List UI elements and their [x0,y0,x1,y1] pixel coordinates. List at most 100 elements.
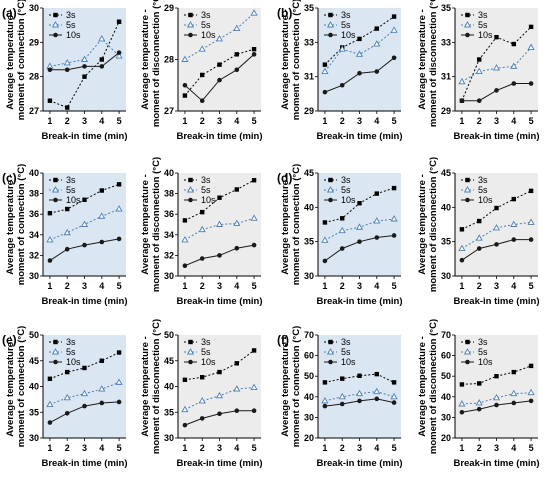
data-point-3s [322,220,328,225]
y-axis-label-line1: Average temperature - [140,9,151,110]
data-point-3s [459,382,465,387]
legend-marker-10s [53,359,58,365]
legend-marker-5s [326,21,335,28]
x-tick-label: 2 [477,281,482,291]
data-point-10s [99,64,105,69]
data-point-5s [215,391,224,399]
y-tick-label: 45 [304,168,314,178]
data-point-10s [47,258,53,263]
legend-marker-5s [326,348,335,355]
y-tick-label: 32 [29,250,39,260]
x-tick-label: 5 [117,281,122,291]
y-tick-label: 30 [29,433,39,443]
data-point-3s [528,24,534,30]
panel-label: (b) [277,6,292,20]
data-point-5s [198,225,206,233]
data-point-5s [80,220,89,227]
legend-label-5s: 5s [66,20,76,30]
data-point-3s [251,47,257,52]
data-point-3s [322,380,328,385]
legend-label-3s: 3s [478,175,488,185]
legend-label-10s: 10s [341,195,356,205]
data-point-10s [82,403,87,409]
y-axis-label-line1: Average temperature - [5,336,16,437]
data-point-3s [217,62,222,67]
data-point-5s [198,396,206,404]
y-tick-label: 30 [441,271,451,281]
legend-marker-3s [53,177,58,183]
data-point-5s [115,205,123,212]
x-tick-label: 5 [117,443,122,453]
data-point-3s [200,375,205,380]
x-tick-label: 4 [234,116,239,126]
y-axis-label-line2: moment of disconnection (°C) [428,0,439,127]
y-tick-label: 33 [441,37,451,47]
x-tick-label: 4 [374,281,379,291]
legend-label-10s: 10s [478,195,493,205]
x-tick-label: 1 [47,281,52,291]
x-tick-label: 3 [217,443,222,453]
data-point-5s [321,236,329,243]
data-point-10s [234,408,240,414]
x-tick-label: 5 [392,443,397,453]
y-tick-label: 29 [441,106,451,116]
x-tick-label: 3 [357,116,362,126]
data-point-5s [390,215,398,222]
series-line-5s [184,217,255,241]
legend-marker-10s [328,359,333,365]
data-point-5s [115,378,123,385]
chart-a-connection: 27 28 29 30 1 2 3 4 5 Break-in time (min) Average … [2,0,128,142]
data-point-5s [233,219,241,226]
data-point-3s [116,19,122,24]
legend-marker-5s [186,186,195,193]
legend-label-3s: 3s [66,10,76,20]
legend-marker-3s [188,339,193,345]
data-point-5s [46,236,54,243]
x-tick-label: 3 [217,281,222,291]
panel-label: (c) [2,171,17,185]
y-axis-label-line1: Average temperature - [280,336,291,437]
y-axis-label-line1: Average temperature - [280,174,291,275]
x-tick-label: 5 [252,443,257,453]
x-tick-label: 1 [47,116,52,126]
legend-label-3s: 3s [341,337,351,347]
y-tick-label: 38 [164,189,174,199]
y-axis-label-line1: Average temperature - [140,174,151,275]
x-tick-label: 3 [82,281,87,291]
data-point-5s [492,64,501,71]
chart-f-connection: 20 30 40 50 60 70 1 2 3 4 5 Break-in time (min) Aver… [277,326,403,469]
y-axis-label-line1: Average temperature - [417,9,428,110]
data-point-5s [63,59,71,66]
data-point-10s [217,77,222,83]
legend-marker-10s [328,32,333,38]
data-point-10s [528,81,534,86]
y-tick-label: 30 [164,271,174,281]
legend-label-10s: 10s [201,195,216,205]
x-tick-label: 2 [340,116,345,126]
legend-label-3s: 3s [66,337,76,347]
y-tick-label: 35 [304,3,314,13]
data-point-10s [511,81,517,86]
x-tick-label: 4 [374,443,379,453]
data-point-10s [182,263,188,269]
data-point-3s [200,72,205,78]
data-point-5s [181,236,189,243]
y-tick-label: 30 [304,412,314,422]
data-point-10s [199,256,205,261]
data-point-5s [233,385,241,392]
data-point-10s [459,409,465,415]
y-tick-label: 34 [29,230,39,240]
y-tick-label: 70 [441,330,451,340]
legend-label-5s: 5s [201,347,211,357]
data-point-3s [182,93,188,98]
x-tick-label: 2 [65,443,70,453]
y-tick-label: 29 [164,3,174,13]
series-line-5s [324,29,395,72]
data-point-5s [373,387,381,395]
data-point-5s [492,393,501,401]
y-tick-label: 45 [29,356,39,366]
legend-marker-10s [465,359,470,365]
data-point-10s [217,411,222,417]
legend-label-5s: 5s [478,185,488,195]
